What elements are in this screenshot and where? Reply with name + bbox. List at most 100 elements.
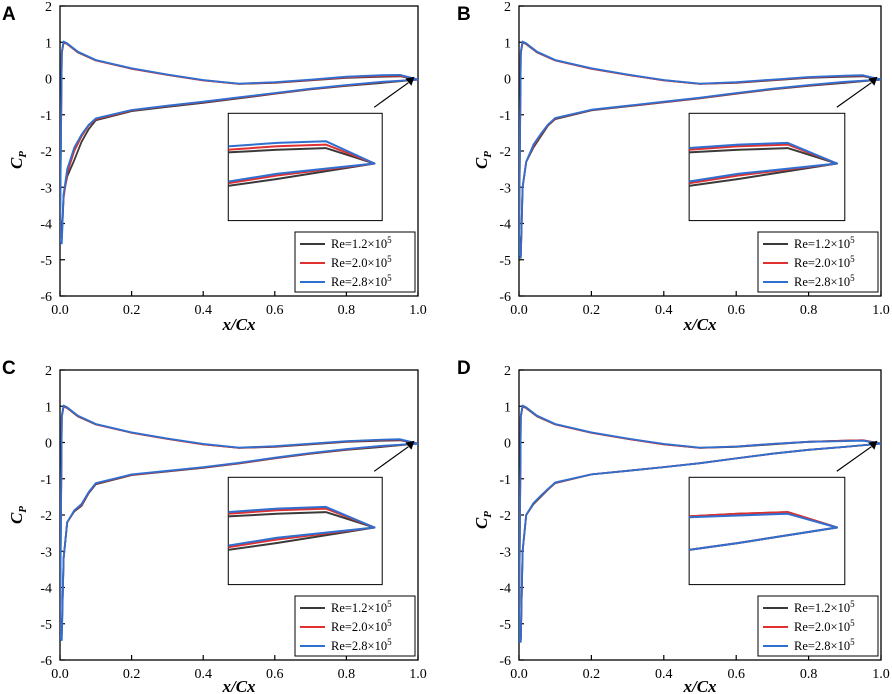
x-tick-label: 0.8 bbox=[338, 303, 356, 318]
inset-series-group bbox=[689, 141, 838, 187]
series-line-3 bbox=[519, 40, 881, 259]
zoom-arrow-head bbox=[868, 76, 878, 86]
inset-series-line-1 bbox=[228, 147, 376, 187]
series-group bbox=[60, 404, 418, 641]
inset-series-line-1 bbox=[689, 147, 838, 187]
x-tick-label: 1.0 bbox=[409, 667, 427, 682]
legend-label-exponent: 5 bbox=[387, 273, 392, 283]
legend-label: Re=2.8×105 bbox=[794, 273, 855, 289]
inset-series-line-3 bbox=[689, 141, 838, 183]
inset-series-line-2 bbox=[228, 143, 376, 185]
x-tick-label: 0.0 bbox=[51, 303, 69, 318]
inset-series-group bbox=[689, 511, 838, 551]
y-tick-label: -3 bbox=[499, 545, 511, 560]
series-group bbox=[519, 40, 881, 259]
legend-label-exponent: 5 bbox=[387, 235, 392, 245]
y-tick-label: -6 bbox=[499, 654, 511, 669]
y-tick-label: -1 bbox=[40, 109, 52, 124]
y-tick-label: -4 bbox=[499, 218, 511, 233]
legend-label: Re=2.8×105 bbox=[331, 273, 392, 289]
zoom-arrow-line bbox=[836, 82, 872, 108]
y-tick-label: 0 bbox=[45, 437, 52, 452]
y-tick-label: -2 bbox=[40, 509, 52, 524]
legend-label: Re=1.2×105 bbox=[331, 235, 392, 251]
y-axis-title: CP bbox=[7, 506, 29, 524]
legend-label-base: Re=1.2×10 bbox=[794, 601, 850, 615]
panel-letter: D bbox=[457, 358, 471, 379]
legend-label-exponent: 5 bbox=[850, 235, 855, 245]
legend-label: Re=2.8×105 bbox=[794, 637, 855, 653]
x-tick-label: 1.0 bbox=[872, 667, 890, 682]
legend-label-base: Re=2.0×10 bbox=[794, 620, 850, 634]
y-tick-label: -2 bbox=[40, 145, 52, 160]
legend-label-base: Re=1.2×10 bbox=[794, 237, 850, 251]
zoom-arrow-head bbox=[405, 76, 415, 86]
y-tick-label: -2 bbox=[499, 145, 511, 160]
legend-label: Re=2.8×105 bbox=[331, 637, 392, 653]
x-axis-title: x/Cx bbox=[221, 315, 256, 334]
series-line-3 bbox=[519, 404, 881, 643]
y-axis-title-subscript: P bbox=[482, 151, 494, 158]
legend-label-base: Re=2.8×10 bbox=[331, 275, 387, 289]
legend-label: Re=1.2×105 bbox=[794, 599, 855, 615]
y-tick-label: -4 bbox=[499, 582, 511, 597]
legend-label-exponent: 5 bbox=[387, 599, 392, 609]
legend-label-base: Re=2.0×10 bbox=[331, 256, 387, 270]
panel-letter: C bbox=[2, 358, 16, 379]
legend-label-base: Re=1.2×10 bbox=[331, 601, 387, 615]
y-axis-title: CP bbox=[7, 151, 29, 169]
legend-label: Re=1.2×105 bbox=[331, 599, 392, 615]
x-axis-title: x/Cx bbox=[682, 677, 717, 694]
y-axis-title-subscript: P bbox=[17, 151, 29, 158]
series-line-3 bbox=[60, 40, 418, 245]
y-tick-label: -3 bbox=[40, 545, 52, 560]
x-tick-label: 0.4 bbox=[655, 667, 673, 682]
x-tick-label: 0.8 bbox=[800, 667, 818, 682]
panel-a: A -6 -5 -4 -3 -2 -1 0 1 2 0.0 0.2 0.4 0.6 0.8 1.0 x/Cx CP… bbox=[2, 0, 427, 334]
x-tick-label: 0.2 bbox=[583, 667, 601, 682]
inset-series-group bbox=[228, 505, 376, 551]
legend-label-base: Re=2.0×10 bbox=[794, 256, 850, 270]
x-tick-label: 0.2 bbox=[123, 303, 141, 318]
legend-label-exponent: 5 bbox=[387, 637, 392, 647]
y-tick-label: -3 bbox=[499, 181, 511, 196]
legend-label: Re=2.0×105 bbox=[794, 254, 855, 270]
y-tick-label: -5 bbox=[499, 618, 511, 633]
y-tick-label: 1 bbox=[504, 400, 511, 415]
zoom-arrow-head bbox=[868, 440, 878, 450]
panel-c: C -6 -5 -4 -3 -2 -1 0 1 2 0.0 0.2 0.4 0.6 0.8 1.0 x/Cx CP… bbox=[2, 358, 427, 694]
inset-series-group bbox=[228, 140, 376, 187]
y-tick-label: -6 bbox=[499, 290, 511, 305]
legend-label-base: Re=2.8×10 bbox=[331, 639, 387, 653]
x-tick-label: 0.4 bbox=[194, 667, 212, 682]
x-tick-label: 0.6 bbox=[266, 667, 284, 682]
y-tick-label: -2 bbox=[499, 509, 511, 524]
x-tick-label: 0.6 bbox=[266, 303, 284, 318]
y-axis-title: CP bbox=[472, 151, 494, 169]
panel-letter: A bbox=[2, 4, 16, 25]
zoom-arrow-line bbox=[836, 446, 872, 472]
zoom-arrow-line bbox=[373, 82, 409, 108]
x-tick-label: 0.0 bbox=[510, 667, 528, 682]
legend-label: Re=2.0×105 bbox=[331, 618, 392, 634]
x-tick-label: 1.0 bbox=[872, 303, 890, 318]
y-tick-label: 0 bbox=[504, 73, 511, 88]
legend-label-exponent: 5 bbox=[850, 273, 855, 283]
y-tick-label: -6 bbox=[40, 290, 52, 305]
zoom-arrow-line bbox=[373, 446, 409, 472]
y-tick-label: -3 bbox=[40, 181, 52, 196]
legend-label-exponent: 5 bbox=[850, 254, 855, 264]
y-tick-label: -1 bbox=[40, 473, 52, 488]
inset-series-line-1 bbox=[228, 511, 376, 551]
series-line-3 bbox=[60, 404, 418, 641]
y-tick-label: -5 bbox=[40, 254, 52, 269]
x-tick-label: 0.0 bbox=[510, 303, 528, 318]
x-tick-label: 0.0 bbox=[51, 667, 69, 682]
legend-label-base: Re=2.0×10 bbox=[331, 620, 387, 634]
legend-label-exponent: 5 bbox=[387, 618, 392, 628]
y-axis-title-subscript: P bbox=[482, 511, 494, 518]
y-tick-label: -5 bbox=[499, 254, 511, 269]
legend-label-base: Re=1.2×10 bbox=[331, 237, 387, 251]
y-tick-label: -1 bbox=[499, 473, 511, 488]
